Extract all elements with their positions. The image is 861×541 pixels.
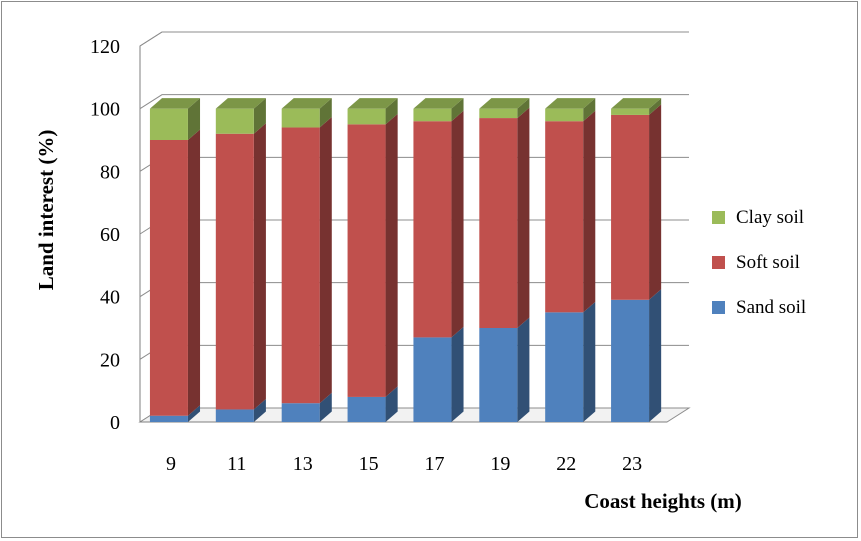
y-tick-label: 20 [100, 349, 120, 371]
bars [149, 98, 662, 422]
bar-side-sand-soil-19 [517, 317, 530, 422]
bar-segment-clay-soil-13 [281, 108, 320, 128]
bar-segment-clay-soil-11 [215, 108, 254, 134]
bar-top-clay-soil-22 [545, 98, 596, 109]
bar-side-soft-soil-19 [517, 107, 530, 328]
y-tick-label: 100 [90, 99, 120, 121]
bar-side-soft-soil-15 [385, 113, 398, 397]
bar-side-clay-soil-11 [253, 98, 266, 134]
legend-swatch-clay-soil [712, 211, 725, 224]
x-tick-label: 9 [166, 453, 176, 475]
bar-side-sand-soil-22 [583, 301, 596, 422]
y-tick-label: 60 [100, 224, 120, 246]
legend-swatch-sand-soil [712, 301, 725, 314]
bar-segment-clay-soil-23 [611, 108, 650, 115]
bar-side-sand-soil-9 [187, 405, 201, 422]
bar-segment-soft-soil-9 [149, 140, 188, 416]
bar-side-sand-soil-11 [253, 398, 266, 422]
bar-stack-17 [413, 98, 464, 422]
bar-side-clay-soil-9 [187, 98, 201, 140]
bar-segment-soft-soil-23 [611, 114, 650, 300]
y-axis-title: Land interest (%) [34, 130, 58, 291]
bar-segment-soft-soil-19 [479, 118, 518, 328]
bar-segment-sand-soil-11 [215, 409, 254, 422]
x-tick-label: 11 [227, 453, 246, 475]
bar-segment-sand-soil-13 [281, 403, 320, 422]
bar-segment-soft-soil-13 [281, 127, 320, 404]
bar-segment-soft-soil-11 [215, 133, 254, 410]
bar-segment-clay-soil-15 [347, 108, 386, 125]
x-tick-label: 22 [556, 453, 576, 475]
y-tick-label: 0 [110, 412, 120, 434]
bar-segment-clay-soil-17 [413, 108, 452, 122]
bar-stack-9 [149, 98, 201, 422]
bar-side-sand-soil-13 [319, 392, 332, 422]
bar-side-sand-soil-15 [385, 386, 398, 422]
bar-segment-soft-soil-17 [413, 121, 452, 338]
bar-segment-sand-soil-17 [413, 337, 452, 422]
bar-top-clay-soil-23 [611, 98, 662, 109]
bar-segment-sand-soil-22 [545, 312, 584, 422]
bar-stack-11 [215, 98, 266, 422]
y-axis-ticks: 0 20 40 60 80 100 120 [90, 36, 120, 434]
bar-segment-clay-soil-19 [479, 108, 518, 119]
gridline [139, 94, 689, 110]
bar-side-sand-soil-23 [649, 289, 662, 422]
bar-segment-clay-soil-9 [149, 108, 188, 140]
bar-side-clay-soil-13 [319, 98, 332, 128]
x-tick-label: 13 [293, 453, 313, 475]
bar-side-soft-soil-9 [187, 129, 201, 416]
legend-swatch-soft-soil [712, 256, 725, 269]
legend-label-soft-soil: Soft soil [736, 252, 800, 273]
y-tick-label: 80 [100, 161, 120, 183]
bar-segment-sand-soil-23 [611, 299, 650, 422]
bar-segment-clay-soil-22 [545, 108, 584, 122]
bar-segment-soft-soil-15 [347, 124, 386, 397]
legend-label-clay-soil: Clay soil [736, 207, 804, 228]
bar-top-clay-soil-9 [149, 98, 201, 109]
bar-stack-13 [281, 98, 332, 422]
bar-side-soft-soil-11 [253, 123, 266, 410]
bar-side-clay-soil-23 [649, 98, 662, 115]
y-tick-label: 120 [90, 36, 120, 58]
bar-top-clay-soil-17 [413, 98, 464, 109]
bar-top-clay-soil-15 [347, 98, 398, 109]
bar-segment-sand-soil-19 [479, 328, 518, 422]
bar-segment-sand-soil-15 [347, 396, 386, 422]
x-tick-label: 19 [490, 453, 510, 475]
bar-side-clay-soil-22 [583, 98, 596, 122]
bar-side-soft-soil-13 [319, 116, 332, 404]
bar-side-clay-soil-19 [517, 98, 530, 119]
x-tick-label: 15 [359, 453, 379, 475]
bar-side-soft-soil-23 [649, 104, 662, 300]
x-axis-title: Coast heights (m) [584, 489, 742, 513]
bar-top-clay-soil-13 [281, 98, 332, 109]
legend: Clay soil Soft soil Sand soil [712, 207, 806, 318]
y-tick-label: 40 [100, 287, 120, 309]
bar-stack-22 [545, 98, 596, 422]
x-axis-ticks: 9 11 13 15 17 19 22 23 [166, 453, 642, 475]
bar-segment-sand-soil-9 [149, 415, 188, 422]
bar-segment-soft-soil-22 [545, 121, 584, 313]
bar-top-clay-soil-11 [215, 98, 266, 109]
x-tick-label: 23 [622, 453, 642, 475]
x-tick-label: 17 [424, 453, 444, 475]
bar-side-clay-soil-17 [451, 98, 464, 122]
bar-stack-15 [347, 98, 398, 422]
bar-stack-19 [479, 98, 530, 422]
legend-label-sand-soil: Sand soil [736, 297, 806, 318]
bar-stack-23 [611, 98, 662, 422]
bar-side-soft-soil-22 [583, 110, 596, 313]
gridline [139, 31, 689, 47]
bar-top-clay-soil-19 [479, 98, 530, 109]
bar-side-sand-soil-17 [451, 326, 464, 422]
bar-side-soft-soil-17 [451, 110, 464, 338]
bar-side-clay-soil-15 [385, 98, 398, 125]
